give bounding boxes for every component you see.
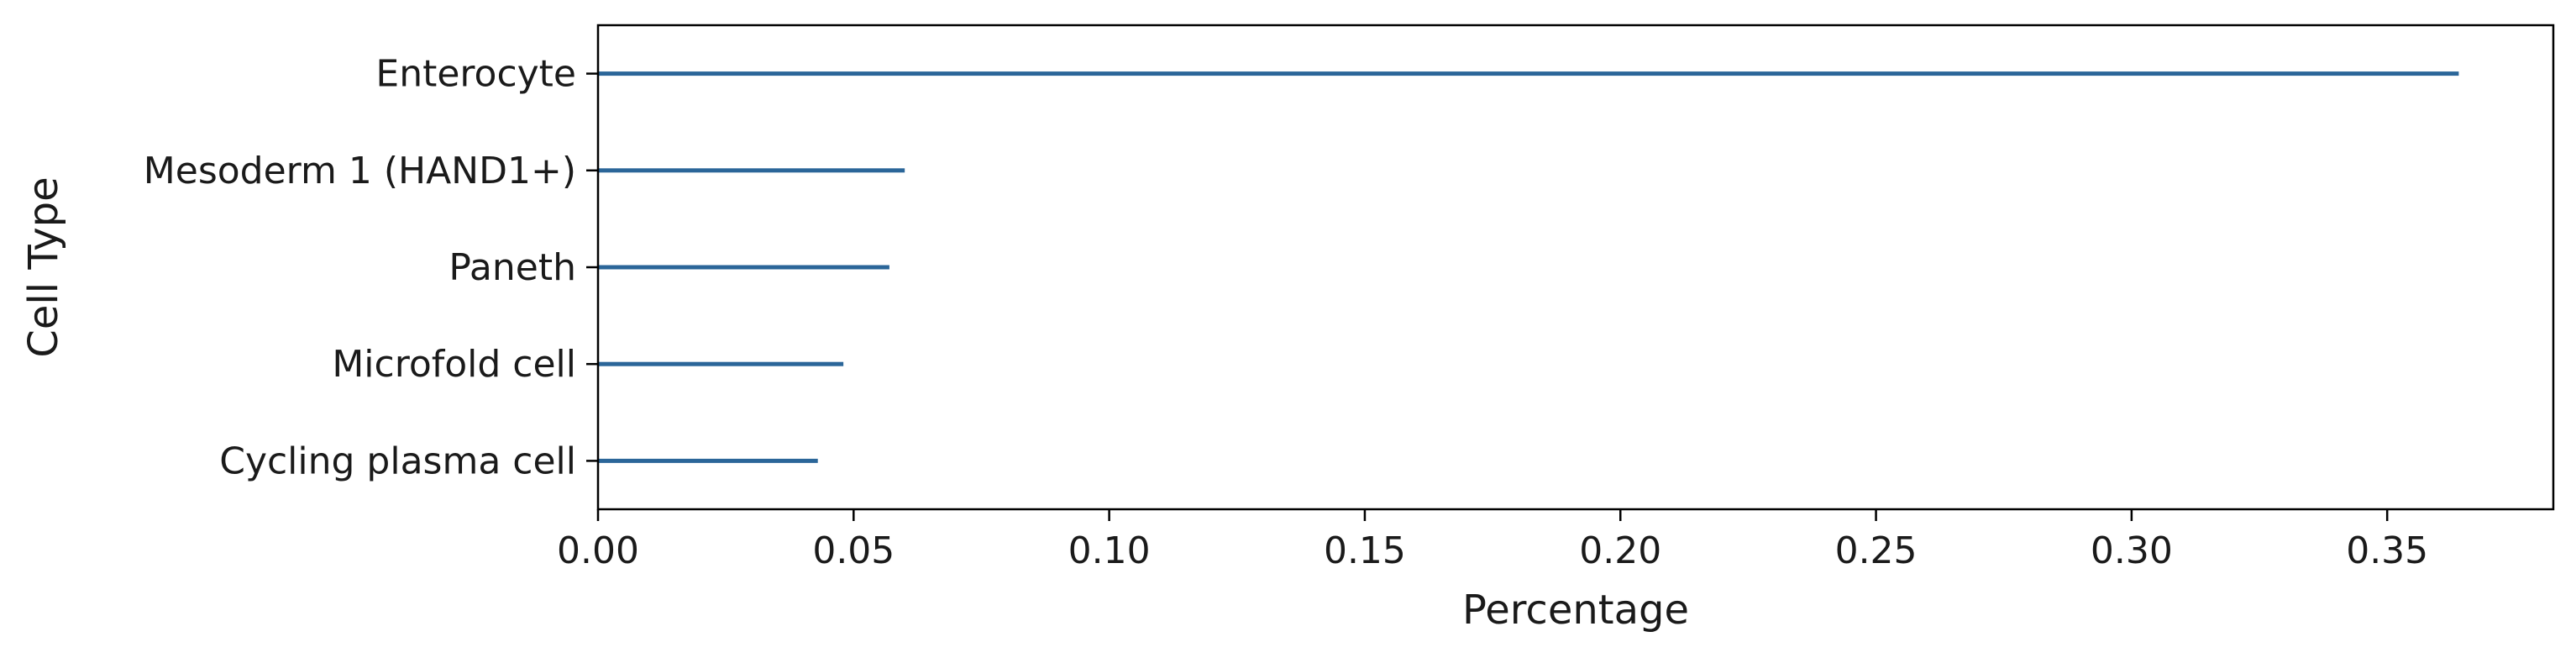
y-tick-label: Cycling plasma cell xyxy=(219,440,576,482)
bars xyxy=(598,71,2459,463)
x-tick-label: 0.35 xyxy=(2346,529,2428,572)
bar-enterocyte xyxy=(598,71,2459,76)
bar-cycling-plasma-cell xyxy=(598,458,818,463)
plot-frame xyxy=(596,24,2555,511)
y-tick-label: Enterocyte xyxy=(375,53,576,96)
x-tick-label: 0.30 xyxy=(2091,529,2173,572)
y-tick-label: Mesoderm 1 (HAND1+) xyxy=(144,150,576,192)
x-tick-label: 0.05 xyxy=(812,529,895,572)
bar-paneth xyxy=(598,265,889,270)
x-axis-label: Percentage xyxy=(1462,587,1689,634)
bar-microfold-cell xyxy=(598,361,844,366)
y-tick-label: Paneth xyxy=(449,246,576,289)
x-tick-label: 0.00 xyxy=(557,529,639,572)
y-axis: Enterocyte Mesoderm 1 (HAND1+) Paneth Micro… xyxy=(144,53,598,482)
x-axis: 0.00 0.05 0.10 0.15 0.20 0.25 0.30 0.35 xyxy=(557,509,2428,572)
x-tick-label: 0.10 xyxy=(1068,529,1151,572)
x-tick-label: 0.25 xyxy=(1835,529,1918,572)
y-axis-label: Cell Type xyxy=(20,176,67,357)
x-tick-label: 0.15 xyxy=(1324,529,1406,572)
y-tick-label: Microfold cell xyxy=(332,343,576,386)
bar-mesoderm-1-hand1 xyxy=(598,168,905,173)
x-tick-label: 0.20 xyxy=(1579,529,1661,572)
